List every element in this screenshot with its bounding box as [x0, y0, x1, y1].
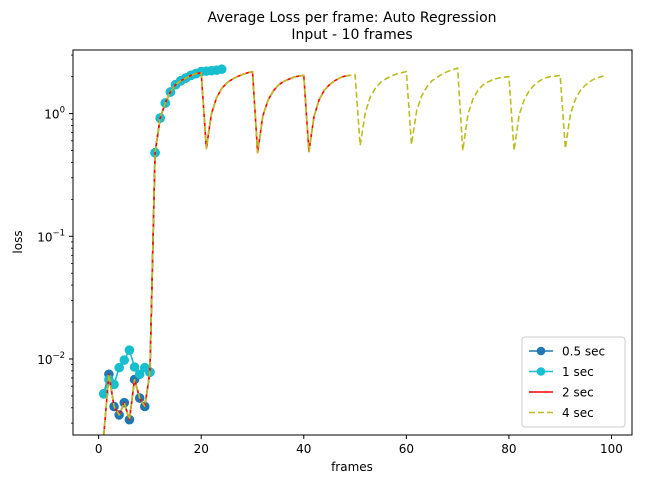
y-tick-exponent: −1 [52, 228, 65, 238]
x-tick-label: 60 [399, 442, 414, 456]
legend-label: 1 sec [562, 365, 594, 379]
legend-label: 2 sec [562, 386, 594, 400]
data-point [114, 362, 124, 373]
y-tick-exponent: 0 [60, 106, 65, 116]
data-point [119, 355, 130, 365]
y-tick-label: 10−1 [37, 228, 65, 244]
legend-marker [536, 346, 546, 356]
y-tick-base: 10 [37, 230, 52, 244]
series-line-2-sec [102, 70, 351, 435]
chart-subtitle: Input - 10 frames [291, 27, 412, 43]
y-tick-base: 10 [37, 353, 52, 367]
series-line-4-sec [102, 67, 607, 435]
x-tick-label: 80 [501, 442, 516, 456]
legend-box [521, 336, 626, 428]
y-tick-exponent: −2 [52, 351, 65, 361]
legend-marker [536, 367, 546, 376]
x-tick-label: 20 [194, 442, 209, 456]
legend: 0.5 sec 1 sec 2 sec 4 sec [521, 336, 626, 428]
x-axis-label: frames [331, 460, 373, 474]
chart-title: Average Loss per frame: Auto Regression [207, 10, 496, 26]
data-point [134, 369, 145, 380]
y-axis-label: loss [11, 230, 25, 253]
y-tick-base: 10 [44, 108, 59, 122]
legend-label: 0.5 sec [562, 345, 605, 359]
x-axis: 0 20 40 60 80 100 [95, 435, 623, 456]
legend-label: 4 sec [562, 406, 594, 420]
data-point [129, 362, 140, 372]
y-tick-label: 10−2 [37, 351, 65, 367]
x-tick-label: 40 [296, 442, 311, 456]
series-layer [98, 64, 607, 435]
x-tick-label: 100 [600, 442, 623, 456]
y-tick-label: 100 [44, 106, 65, 122]
x-tick-label: 0 [95, 442, 103, 456]
data-point [216, 64, 227, 75]
data-point [98, 389, 109, 399]
data-point [124, 345, 135, 355]
plot-frame [72, 49, 633, 436]
